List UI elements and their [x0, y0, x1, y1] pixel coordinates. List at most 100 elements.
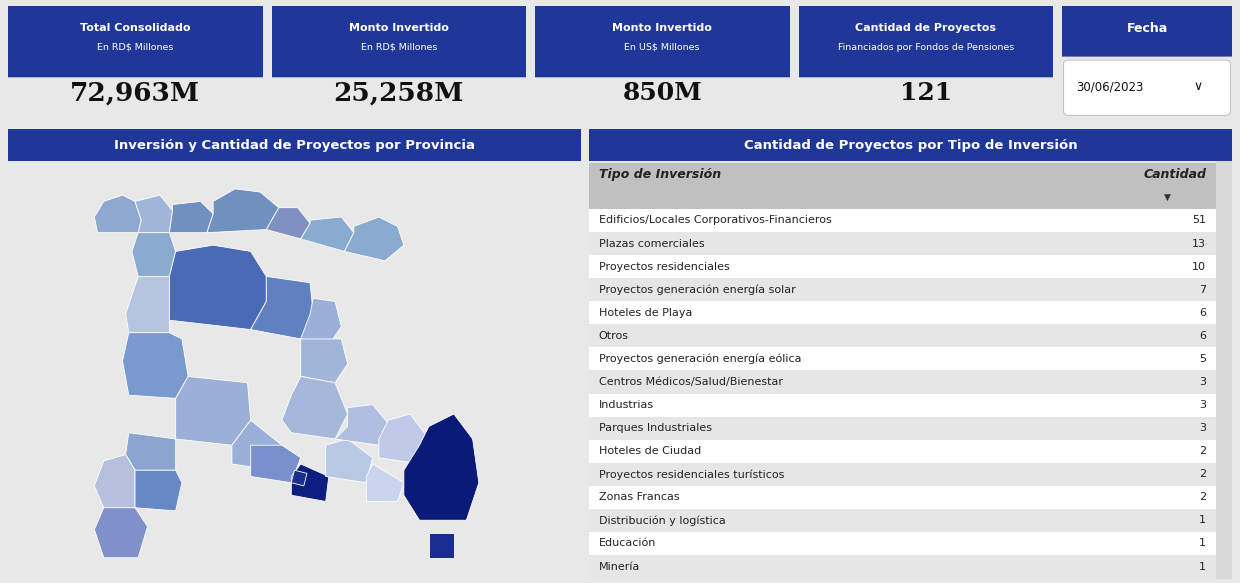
Text: Distribución y logística: Distribución y logística — [599, 515, 725, 526]
Text: 2: 2 — [1199, 469, 1207, 479]
Text: Parques Industriales: Parques Industriales — [599, 423, 712, 433]
FancyBboxPatch shape — [589, 209, 1216, 232]
Text: 51: 51 — [1193, 216, 1207, 226]
Text: 3: 3 — [1199, 377, 1207, 387]
FancyBboxPatch shape — [589, 129, 1233, 161]
Polygon shape — [379, 414, 429, 464]
Polygon shape — [267, 208, 310, 239]
Text: Monto Invertido: Monto Invertido — [348, 23, 449, 33]
Text: 1: 1 — [1199, 515, 1207, 525]
Text: Zonas Francas: Zonas Francas — [599, 492, 680, 503]
Polygon shape — [366, 464, 404, 501]
Polygon shape — [131, 233, 176, 276]
Text: 3: 3 — [1199, 400, 1207, 410]
Text: 6: 6 — [1199, 308, 1207, 318]
Polygon shape — [300, 217, 353, 251]
Text: 3: 3 — [1199, 423, 1207, 433]
Polygon shape — [335, 405, 388, 445]
Polygon shape — [232, 420, 281, 470]
FancyBboxPatch shape — [589, 440, 1216, 463]
FancyBboxPatch shape — [589, 278, 1216, 301]
FancyBboxPatch shape — [589, 417, 1216, 440]
Text: Hoteles de Playa: Hoteles de Playa — [599, 308, 692, 318]
FancyBboxPatch shape — [589, 463, 1216, 486]
FancyBboxPatch shape — [589, 532, 1216, 555]
FancyBboxPatch shape — [1055, 1, 1239, 57]
Text: Cantidad de Proyectos: Cantidad de Proyectos — [856, 23, 996, 33]
Polygon shape — [291, 464, 329, 501]
FancyBboxPatch shape — [1064, 60, 1230, 115]
Polygon shape — [345, 217, 404, 261]
FancyBboxPatch shape — [589, 301, 1216, 324]
Text: Edificios/Locales Corporativos-Financieros: Edificios/Locales Corporativos-Financier… — [599, 216, 831, 226]
Text: ▼: ▼ — [1164, 193, 1171, 202]
FancyBboxPatch shape — [0, 1, 273, 78]
Text: 13: 13 — [1193, 238, 1207, 248]
Text: 5: 5 — [1199, 354, 1207, 364]
Text: Minería: Minería — [599, 561, 640, 571]
Text: En RD$ Millones: En RD$ Millones — [361, 43, 436, 52]
Polygon shape — [291, 470, 308, 486]
Text: 10: 10 — [1193, 262, 1207, 272]
Text: 1: 1 — [1199, 561, 1207, 571]
Text: Educación: Educación — [599, 539, 656, 549]
Polygon shape — [300, 298, 341, 345]
Text: 72,963M: 72,963M — [71, 81, 201, 106]
FancyBboxPatch shape — [589, 163, 1216, 186]
Text: Otros: Otros — [599, 331, 629, 341]
Polygon shape — [404, 414, 479, 520]
FancyBboxPatch shape — [1216, 161, 1233, 579]
Polygon shape — [250, 445, 300, 483]
Polygon shape — [94, 195, 141, 233]
FancyBboxPatch shape — [7, 129, 580, 161]
FancyBboxPatch shape — [589, 232, 1216, 255]
Polygon shape — [123, 333, 188, 398]
Text: 1: 1 — [1199, 539, 1207, 549]
Polygon shape — [250, 276, 314, 339]
Text: 25,258M: 25,258M — [334, 81, 464, 106]
Text: Financiados por Fondos de Pensiones: Financiados por Fondos de Pensiones — [838, 43, 1014, 52]
Text: Monto Invertido: Monto Invertido — [613, 23, 712, 33]
Polygon shape — [176, 377, 250, 445]
Text: En US$ Millones: En US$ Millones — [625, 43, 701, 52]
Text: Proyectos residenciales turísticos: Proyectos residenciales turísticos — [599, 469, 784, 479]
Text: Cantidad: Cantidad — [1143, 168, 1207, 181]
Polygon shape — [125, 276, 170, 333]
Text: Proyectos residenciales: Proyectos residenciales — [599, 262, 729, 272]
Text: 6: 6 — [1199, 331, 1207, 341]
Polygon shape — [281, 377, 347, 439]
Text: Tipo de Inversión: Tipo de Inversión — [599, 168, 720, 181]
Text: Proyectos generación energía solar: Proyectos generación energía solar — [599, 285, 795, 295]
Text: 850M: 850M — [622, 82, 702, 106]
Text: 2: 2 — [1199, 446, 1207, 456]
Polygon shape — [170, 245, 267, 329]
FancyBboxPatch shape — [589, 370, 1216, 394]
Text: 7: 7 — [1199, 285, 1207, 294]
Polygon shape — [125, 433, 176, 470]
Polygon shape — [94, 508, 148, 558]
FancyBboxPatch shape — [789, 1, 1063, 78]
FancyBboxPatch shape — [262, 1, 536, 78]
Text: Hoteles de Ciudad: Hoteles de Ciudad — [599, 446, 701, 456]
FancyBboxPatch shape — [589, 347, 1216, 370]
FancyBboxPatch shape — [589, 486, 1216, 509]
FancyBboxPatch shape — [589, 509, 1216, 532]
Text: Centros Médicos/Salud/Bienestar: Centros Médicos/Salud/Bienestar — [599, 377, 782, 387]
Polygon shape — [94, 455, 135, 508]
Text: Total Consolidado: Total Consolidado — [81, 23, 191, 33]
FancyBboxPatch shape — [589, 186, 1216, 209]
Polygon shape — [326, 439, 372, 483]
Text: Plazas comerciales: Plazas comerciales — [599, 238, 704, 248]
Polygon shape — [135, 470, 182, 511]
Text: Industrias: Industrias — [599, 400, 653, 410]
Text: En RD$ Millones: En RD$ Millones — [97, 43, 174, 52]
Text: 2: 2 — [1199, 492, 1207, 503]
Polygon shape — [135, 195, 172, 233]
Text: 30/06/2023: 30/06/2023 — [1076, 80, 1143, 93]
Text: Inversión y Cantidad de Proyectos por Provincia: Inversión y Cantidad de Proyectos por Pr… — [114, 139, 475, 152]
Polygon shape — [207, 189, 279, 233]
Polygon shape — [429, 533, 454, 558]
Text: Fecha: Fecha — [1126, 23, 1168, 36]
Polygon shape — [170, 201, 213, 233]
Polygon shape — [300, 339, 347, 382]
